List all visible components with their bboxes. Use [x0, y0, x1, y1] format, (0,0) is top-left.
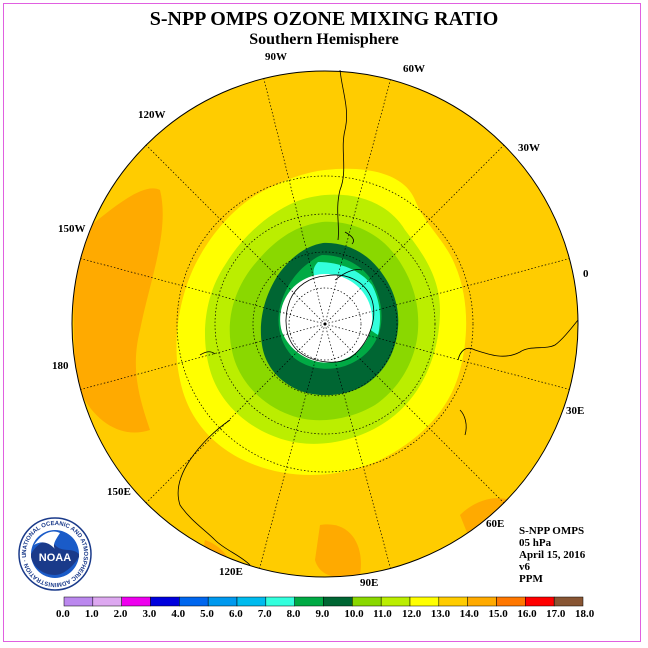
colorbar-tick-label: 11.0 — [373, 608, 392, 620]
lon-label-120e: 120E — [219, 566, 243, 578]
colorbar-tick-label: 7.0 — [257, 608, 272, 620]
south-pole-marker — [323, 322, 327, 326]
coast-tierra-del-fuego — [344, 231, 354, 245]
band-15-west — [72, 188, 163, 433]
meridian-line — [80, 258, 326, 325]
colorbar-tick-label: 6.0 — [229, 608, 243, 620]
meridian-line — [263, 78, 326, 325]
noaa-logo: NATIONAL OCEANIC AND ATMOSPHERIC ADMINIS… — [18, 517, 92, 591]
coast-madagascar — [459, 409, 467, 436]
lon-label-60e: 60E — [486, 518, 505, 530]
lon-label-0: 0 — [583, 268, 589, 280]
product-info: S-NPP OMPS 05 hPa April 15, 2016 v6 PPM — [519, 525, 585, 585]
colorbar-tick-label: 8.0 — [286, 608, 301, 620]
graticule — [80, 78, 570, 569]
logo-text: NOAA — [39, 552, 71, 564]
band-15-south — [315, 524, 361, 577]
no-data-polar-night — [280, 274, 373, 363]
info-version: v6 — [519, 561, 530, 573]
meridian-line — [324, 323, 391, 569]
colorbar-tick-label: 18.0 — [575, 608, 595, 620]
lon-label-30w: 30W — [518, 142, 540, 154]
meridian-line — [324, 79, 391, 325]
colorbar-tick-label: 2.0 — [113, 608, 128, 620]
map-frame — [3, 3, 641, 642]
coast-antarctica — [285, 274, 375, 363]
coastlines — [177, 69, 579, 566]
lon-label-150e: 150E — [107, 486, 131, 498]
lon-label-90w: 90W — [265, 51, 287, 63]
map-boundary — [71, 70, 579, 578]
colorbar-tick-label: 1.0 — [84, 608, 99, 620]
lon-label-150w: 150W — [58, 223, 86, 235]
meridian-line — [324, 144, 505, 325]
colorbar-tick-label: 15.0 — [488, 608, 508, 620]
colorbar-tick-label: 9.0 — [315, 608, 330, 620]
colorbar-tick-label: 16.0 — [517, 608, 537, 620]
lon-label-90e: 90E — [360, 577, 379, 589]
coast-south-america — [337, 69, 348, 241]
lon-label-30e: 30E — [566, 405, 585, 417]
colorbar-tick-label: 14.0 — [459, 608, 479, 620]
meridian-line — [324, 323, 570, 390]
map-title: S-NPP OMPS OZONE MIXING RATIO — [149, 8, 499, 30]
colorbar-tick-label: 17.0 — [546, 608, 566, 620]
colorbar-tick-label: 3.0 — [142, 608, 157, 620]
colorbar-tick-label: 10.0 — [344, 608, 364, 620]
lon-label-180: 180 — [52, 360, 69, 372]
coast-antarctic-peninsula — [334, 269, 363, 281]
colorbar-tick-label: 12.0 — [402, 608, 422, 620]
coast-new-zealand — [199, 351, 216, 356]
meridian-line — [259, 323, 326, 569]
info-level: 05 hPa — [519, 537, 552, 549]
lon-label-120w: 120W — [138, 109, 166, 121]
coast-africa — [457, 319, 579, 361]
info-instrument: S-NPP OMPS — [519, 525, 585, 537]
meridian-line — [145, 323, 326, 504]
meridian-line — [324, 323, 505, 504]
coast-australia — [177, 419, 251, 566]
colorbar-tick-label: 13.0 — [430, 608, 451, 620]
lon-label-60w: 60W — [403, 63, 425, 75]
info-date: April 15, 2016 — [519, 549, 586, 561]
meridian-line — [145, 144, 326, 325]
map-subtitle: Southern Hemisphere — [249, 31, 399, 48]
colorbar-tick-label: 0.0 — [56, 608, 70, 620]
info-units: PPM — [519, 573, 543, 585]
meridian-line — [324, 258, 570, 325]
meridian-line — [80, 323, 326, 390]
colorbar-tick-label: 5.0 — [200, 608, 214, 620]
colorbar-tick-label: 4.0 — [171, 608, 186, 620]
